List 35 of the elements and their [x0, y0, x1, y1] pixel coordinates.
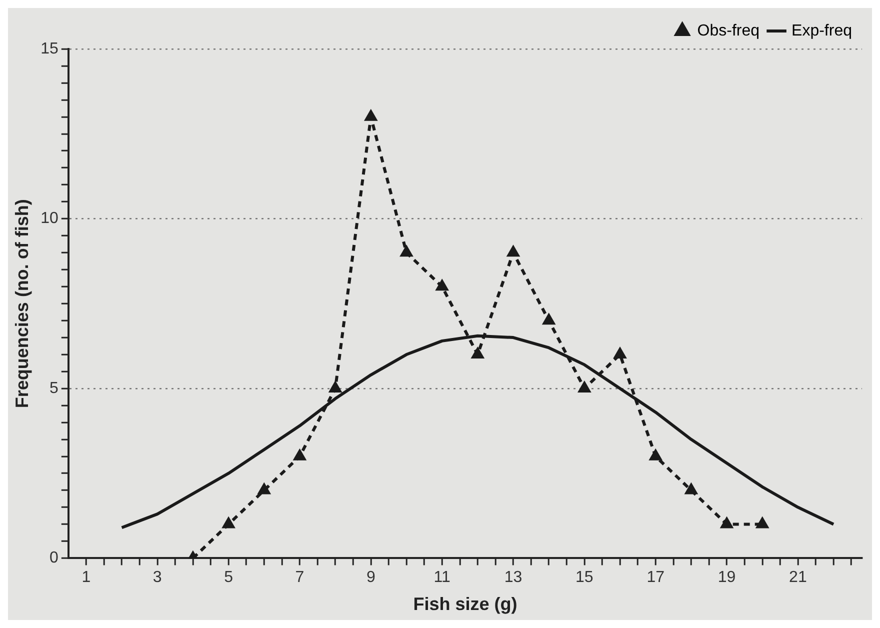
y-tick-label: 0: [49, 550, 58, 567]
x-tick-label: 17: [646, 569, 665, 586]
x-tick-label: 3: [152, 569, 162, 586]
point: [755, 516, 770, 528]
y-tick-label: 10: [40, 210, 58, 228]
point: [542, 312, 556, 325]
x-tick-label: 19: [718, 569, 736, 586]
point: [435, 278, 449, 291]
x-tick-label: 13: [504, 569, 522, 586]
point: [257, 482, 272, 494]
legend-label: Obs-freq: [697, 22, 760, 40]
point: [328, 380, 342, 392]
x-tick-label: 9: [366, 569, 376, 586]
point: [648, 448, 663, 460]
point: [684, 482, 698, 494]
point: [577, 380, 592, 392]
point: [470, 346, 485, 359]
point: [720, 516, 734, 528]
point: [613, 346, 627, 359]
x-tick-label: 15: [576, 569, 594, 586]
legend-label: Exp-freq: [792, 22, 852, 40]
point: [222, 516, 236, 528]
x-tick-label: 1: [82, 569, 91, 586]
point: [292, 448, 307, 460]
x-tick-label: 21: [789, 569, 807, 586]
point: [400, 244, 414, 257]
x-tick-label: 11: [434, 569, 450, 586]
point: [506, 244, 520, 257]
y-tick-label: 15: [40, 40, 58, 58]
x-tick-label: 7: [295, 569, 304, 586]
x-axis-title: Fish size (g): [413, 594, 518, 614]
y-tick-label: 5: [49, 380, 58, 397]
y-axis-title: Frequencies (no. of fish): [12, 199, 32, 408]
x-tick-label: 5: [224, 569, 234, 586]
point: [364, 108, 378, 121]
